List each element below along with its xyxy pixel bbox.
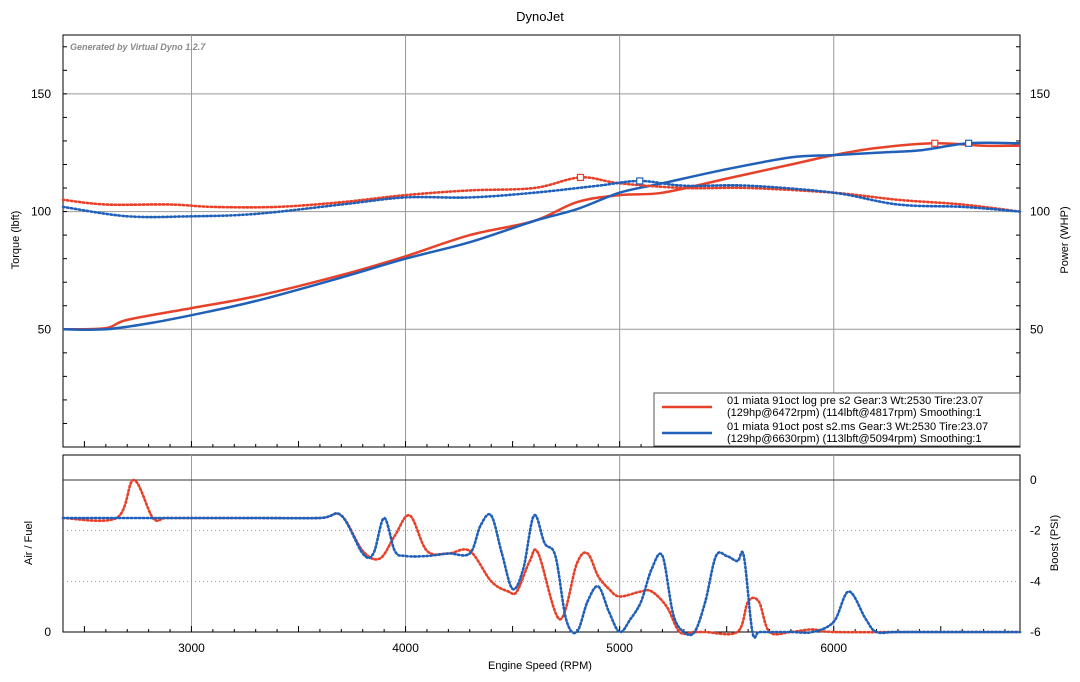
peak-markers <box>576 139 973 185</box>
airfuel-tick-label: 0 <box>44 625 51 639</box>
series-line-post-s2-boost <box>61 512 1022 639</box>
peak-marker <box>576 173 585 182</box>
x-axis-label: Engine Speed (RPM) <box>488 660 592 672</box>
y-tick-label: 100 <box>31 205 51 219</box>
watermark-text: Generated by Virtual Dyno 1.2.7 <box>70 42 206 52</box>
y2-tick-label: 100 <box>1030 205 1050 219</box>
y2-tick-label: 50 <box>1030 322 1044 336</box>
x-tick-label: 5000 <box>606 641 633 655</box>
y-axis-label-torque: Torque (lbft) <box>10 211 22 270</box>
torque-panel-frame <box>62 34 1021 448</box>
boost-tick-label: -2 <box>1030 524 1041 538</box>
torque-panel-ticks: 50 50 100 100 150 150 <box>31 46 1050 447</box>
boost-panel-ticks: 3000 4000 5000 6000 0 -2 -4 -6 0 <box>44 473 1041 655</box>
legend-pre-line1: 01 miata 91oct log pre s2 Gear:3 Wt:2530… <box>727 395 983 407</box>
y-tick-label: 150 <box>31 87 51 101</box>
boost-tick-label: -4 <box>1030 574 1041 588</box>
x-tick-label: 6000 <box>820 641 847 655</box>
boost-tick-label: -6 <box>1030 625 1041 639</box>
peak-marker <box>931 139 939 147</box>
series-line-post-s2-torque <box>61 179 1022 219</box>
torque-panel-grid <box>63 35 1020 447</box>
series-line-pre-s2-power <box>62 142 1021 331</box>
x-tick-label: 3000 <box>178 641 205 655</box>
legend: 01 miata 91oct log pre s2 Gear:3 Wt:2530… <box>653 392 1021 447</box>
boost-panel-frame <box>62 454 1021 633</box>
chart-title: DynoJet <box>516 9 564 24</box>
boost-panel-grid <box>63 455 1020 632</box>
series-line-post-s2-power <box>62 141 1021 331</box>
peak-marker <box>636 177 644 185</box>
peak-marker <box>965 139 973 147</box>
legend-box <box>653 392 1021 447</box>
y2-axis-label-boost: Boost (PSI) <box>1049 515 1061 571</box>
legend-post-line2: (129hp@6630rpm) (113lbft@5094rpm) Smooth… <box>727 433 982 445</box>
y-axis-label-airfuel: Air / Fuel <box>23 521 35 565</box>
boost-tick-label: 0 <box>1030 473 1037 487</box>
legend-post-line1: 01 miata 91oct post s2.ms Gear:3 Wt:2530… <box>727 421 988 433</box>
y2-tick-label: 150 <box>1030 87 1050 101</box>
y2-axis-label-power: Power (WHP) <box>1059 206 1071 273</box>
y-tick-label: 50 <box>38 322 52 336</box>
legend-pre-line2: (129hp@6472rpm) (114lbft@4817rpm) Smooth… <box>727 407 982 419</box>
x-tick-label: 4000 <box>392 641 419 655</box>
series-layer <box>61 141 1022 639</box>
